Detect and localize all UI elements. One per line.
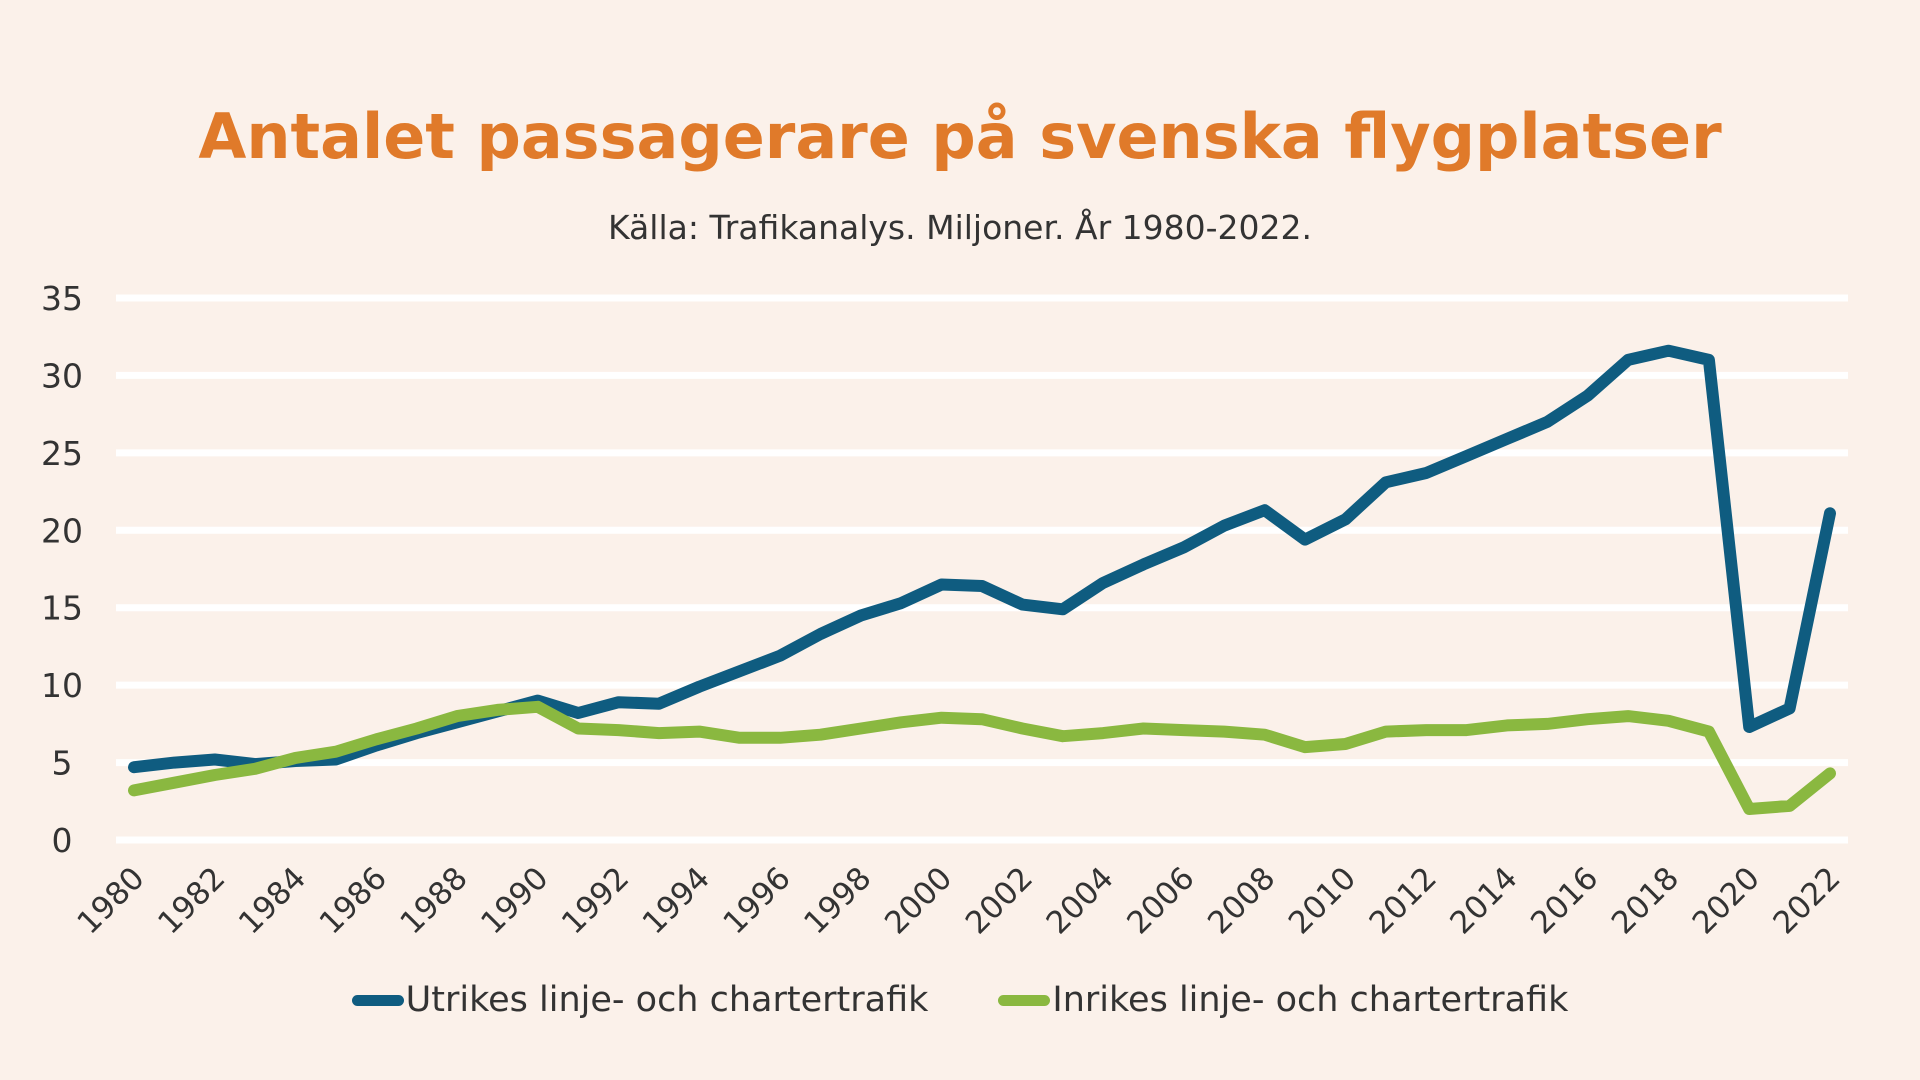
y-tick-label: 0 [52, 821, 73, 860]
x-tick-label: 2012 [1363, 860, 1444, 941]
chart-title: Antalet passagerare på svenska flygplats… [198, 100, 1722, 173]
x-tick-label: 2008 [1201, 860, 1282, 941]
y-tick-label: 15 [41, 589, 83, 628]
y-tick-label: 30 [41, 356, 83, 395]
x-tick-label: 2004 [1040, 860, 1121, 941]
legend-label-utrikes: Utrikes linje- och chartertrafik [405, 980, 929, 1020]
series-lines [128, 344, 1836, 815]
x-tick-label: 1996 [717, 860, 798, 941]
legend-swatch-utrikes [351, 994, 404, 1006]
x-tick-label: 1982 [151, 860, 232, 941]
x-tick-label: 2016 [1524, 860, 1605, 941]
x-tick-label: 1988 [393, 860, 474, 941]
legend-label-inrikes: Inrikes linje- och chartertrafik [1052, 980, 1569, 1020]
x-tick-label: 2002 [959, 860, 1040, 941]
legend-item-inrikes: Inrikes linje- och chartertrafik [998, 980, 1568, 1020]
x-tick-label: 1992 [555, 860, 636, 941]
legend: Utrikes linje- och chartertrafik Inrikes… [0, 980, 1920, 1020]
x-tick-label: 1984 [232, 860, 313, 941]
x-tick-label: 1980 [70, 860, 151, 941]
x-tick-label: 1990 [474, 860, 555, 941]
chart-subtitle: Källa: Trafikanalys. Miljoner. År 1980-2… [608, 208, 1312, 247]
y-axis-ticks: 0 5 10 15 20 25 30 35 [41, 279, 83, 860]
x-tick-label: 2010 [1282, 860, 1363, 941]
x-tick-label: 1986 [313, 860, 394, 941]
x-tick-label: 2018 [1605, 860, 1686, 941]
legend-swatch-inrikes [998, 994, 1051, 1006]
gridlines [116, 294, 1848, 844]
legend-item-utrikes: Utrikes linje- och chartertrafik [351, 980, 929, 1020]
x-tick-label: 2022 [1766, 860, 1847, 941]
x-tick-label: 2000 [878, 860, 959, 941]
series-line-0 [128, 344, 1836, 774]
x-tick-label: 2014 [1443, 860, 1524, 941]
y-tick-label: 20 [41, 511, 83, 550]
series-line-1 [128, 700, 1836, 815]
x-tick-label: 1994 [636, 860, 717, 941]
y-tick-label: 35 [41, 279, 83, 318]
x-tick-label: 2006 [1120, 860, 1201, 941]
y-tick-label: 25 [41, 434, 83, 473]
x-tick-label: 1998 [797, 860, 878, 941]
x-tick-label: 2020 [1686, 860, 1767, 941]
y-tick-label: 5 [52, 744, 73, 783]
x-axis-ticks: 1980 1982 1984 1986 1988 1990 1992 1994 1996 1998… [70, 860, 1847, 941]
y-tick-label: 10 [41, 666, 83, 705]
